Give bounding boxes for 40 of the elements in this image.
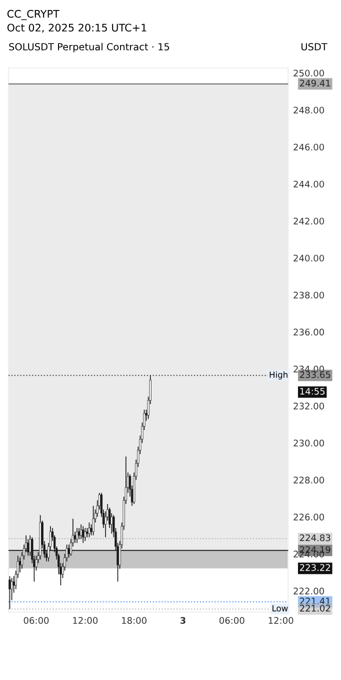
x-tick-label: 18:00 xyxy=(122,617,146,624)
chart-title: SOLUSDT Perpetual Contract · 15 xyxy=(9,42,170,52)
y-tick-label: 238.00 xyxy=(294,292,324,299)
y-axis-title: USDT xyxy=(301,43,328,50)
ref-line-label: 221.02 xyxy=(300,604,330,612)
ref-line-label: 249.41 xyxy=(300,80,330,87)
y-tick-label: 232.00 xyxy=(294,402,324,410)
candlestick xyxy=(84,528,86,542)
candlestick xyxy=(27,538,30,556)
ref-line-label: 233.65 xyxy=(300,371,330,378)
y-tick-label: 222.00 xyxy=(294,588,324,594)
y-tick-label: 228.00 xyxy=(294,476,324,484)
y-tick-label: 230.00 xyxy=(294,440,324,446)
candlestick xyxy=(80,524,82,540)
y-tick-label: 242.00 xyxy=(294,218,324,225)
ref-line-label: 224.83 xyxy=(300,534,330,542)
x-tick-label: 06:00 xyxy=(24,617,49,624)
y-tick-label: 250.00 xyxy=(294,70,324,77)
candlestick xyxy=(88,522,90,538)
y-tick-label: 240.00 xyxy=(294,254,324,262)
candlestick xyxy=(78,528,80,540)
candlestick xyxy=(92,505,94,536)
candlestick xyxy=(76,528,78,544)
x-tick-label: 12:00 xyxy=(268,617,294,624)
text: Oct 02, 2025 20:15 UTC+1 xyxy=(7,24,146,33)
x-tick-label: 3 xyxy=(180,617,186,624)
candlestick xyxy=(82,526,84,544)
y-tick-label: 236.00 xyxy=(294,328,324,336)
y-tick-label: 244.00 xyxy=(294,180,324,188)
ref-line-label: 221.41 xyxy=(300,598,330,604)
y-tick-label: 246.00 xyxy=(294,144,324,151)
text: 14:55 xyxy=(300,388,325,395)
y-tick-label: 226.00 xyxy=(294,514,324,520)
text: CC_CRYPT xyxy=(7,10,60,20)
y-tick-label: 248.00 xyxy=(294,106,324,114)
annotation: High xyxy=(270,371,288,380)
x-tick-label: 12:00 xyxy=(73,617,98,624)
band-label: 223.22 xyxy=(300,564,330,571)
annotation: Low xyxy=(272,605,288,612)
x-tick-label: 06:00 xyxy=(219,617,244,624)
